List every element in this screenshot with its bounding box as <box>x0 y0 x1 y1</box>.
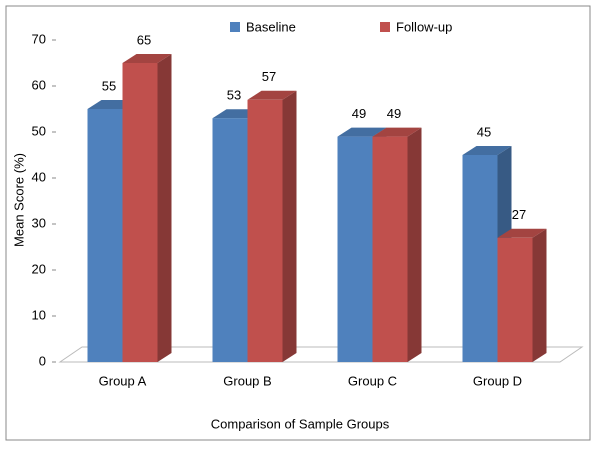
x-tick-label: Group D <box>473 373 522 388</box>
bar-side <box>282 90 297 363</box>
bar-side <box>532 228 547 362</box>
value-label: 49 <box>352 106 366 121</box>
bar <box>122 63 158 362</box>
bar-side <box>157 54 172 362</box>
x-tick-label: Group B <box>223 373 271 388</box>
bar-side <box>407 127 422 362</box>
bar-top <box>497 228 547 238</box>
bar <box>87 109 123 362</box>
bar-top <box>372 127 422 137</box>
bar <box>212 118 248 362</box>
value-label: 65 <box>137 32 151 47</box>
y-tick-label: 60 <box>32 77 46 92</box>
legend-swatch <box>230 22 240 32</box>
bar-top <box>122 54 172 63</box>
bar <box>337 136 373 362</box>
y-tick-label: 0 <box>39 353 46 368</box>
value-label: 53 <box>227 88 241 103</box>
y-tick-label: 20 <box>32 261 46 276</box>
bar <box>462 155 498 362</box>
bar <box>497 237 533 362</box>
bar-top <box>247 90 297 100</box>
bar <box>247 99 283 363</box>
value-label: 27 <box>512 207 526 222</box>
x-axis-title: Comparison of Sample Groups <box>211 416 390 431</box>
y-axis-title: Mean Score (%) <box>11 153 26 247</box>
legend-label: Baseline <box>246 19 296 34</box>
y-tick-label: 30 <box>32 215 46 230</box>
bar-top <box>337 127 387 137</box>
value-label: 49 <box>387 106 401 121</box>
bar-top <box>462 146 512 155</box>
y-tick-label: 50 <box>32 123 46 138</box>
legend-swatch <box>380 22 390 32</box>
y-tick-label: 40 <box>32 169 46 184</box>
legend-label: Follow-up <box>396 19 452 34</box>
value-label: 45 <box>477 124 491 139</box>
value-label: 57 <box>262 69 276 84</box>
x-tick-label: Group A <box>99 373 147 388</box>
bar <box>372 136 408 362</box>
x-tick-label: Group C <box>348 373 397 388</box>
y-tick-label: 70 <box>32 31 46 46</box>
y-tick-label: 10 <box>32 307 46 322</box>
value-label: 55 <box>102 78 116 93</box>
